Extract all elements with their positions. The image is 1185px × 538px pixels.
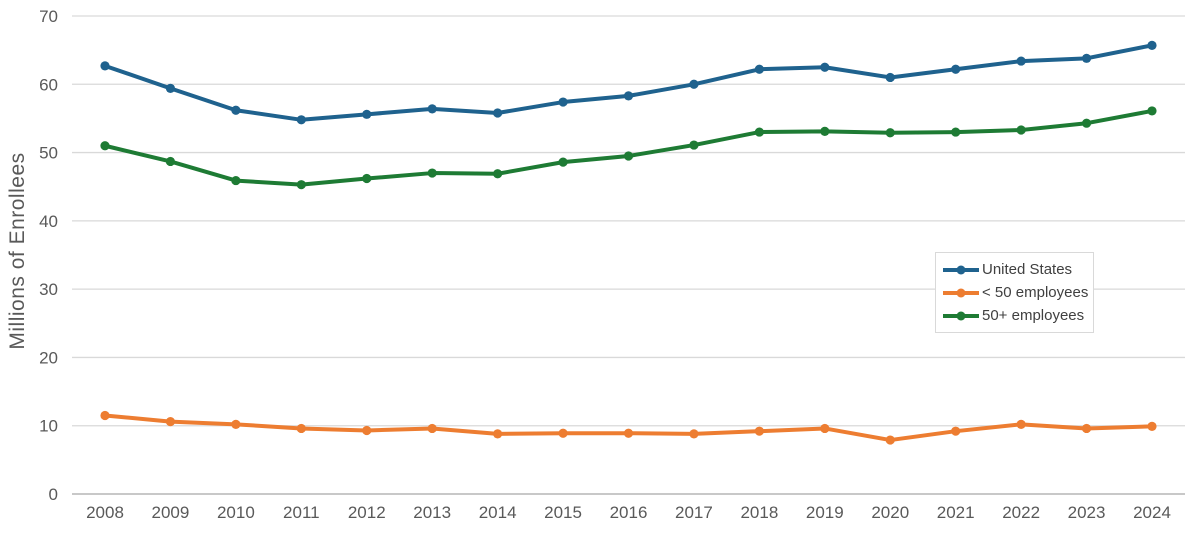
- data-point[interactable]: [754, 426, 764, 436]
- legend-item-50-plus-employees[interactable]: 50+ employees: [942, 304, 1085, 327]
- legend-item-lt-50-employees[interactable]: < 50 employees: [942, 281, 1089, 304]
- legend-line-marker-icon: [943, 288, 979, 297]
- data-point[interactable]: [493, 169, 503, 179]
- data-point[interactable]: [558, 157, 568, 167]
- data-point[interactable]: [885, 435, 895, 445]
- legend: United States < 50 employees 50+ employe…: [935, 252, 1094, 333]
- data-point[interactable]: [1081, 118, 1092, 128]
- y-tick-label: 20: [39, 348, 58, 367]
- x-tick-label: 2020: [871, 503, 909, 522]
- x-tick-label: 2019: [806, 503, 844, 522]
- legend-line-marker-icon: [943, 265, 979, 274]
- data-point[interactable]: [1016, 125, 1026, 135]
- data-point[interactable]: [231, 175, 241, 186]
- data-point[interactable]: [1147, 40, 1157, 50]
- x-tick-label: 2012: [348, 503, 386, 522]
- legend-item-united-states[interactable]: United States: [942, 258, 1085, 281]
- data-point[interactable]: [100, 141, 110, 151]
- data-point[interactable]: [100, 410, 110, 421]
- legend-label: < 50 employees: [982, 284, 1089, 301]
- x-tick-label: 2023: [1068, 503, 1106, 522]
- data-point[interactable]: [623, 428, 634, 438]
- data-point[interactable]: [885, 128, 895, 138]
- data-point[interactable]: [1081, 53, 1092, 63]
- data-point[interactable]: [689, 140, 699, 150]
- data-point[interactable]: [820, 126, 830, 137]
- data-point[interactable]: [1016, 419, 1026, 429]
- y-tick-label: 70: [39, 7, 58, 26]
- data-point[interactable]: [951, 127, 961, 137]
- data-point[interactable]: [165, 83, 176, 93]
- data-point[interactable]: [754, 127, 764, 137]
- data-point[interactable]: [1081, 423, 1092, 434]
- x-tick-label: 2022: [1002, 503, 1040, 522]
- data-point[interactable]: [951, 426, 961, 436]
- y-tick-label: 50: [39, 144, 58, 163]
- x-tick-label: 2013: [413, 503, 451, 522]
- x-tick-label: 2010: [217, 503, 255, 522]
- data-point[interactable]: [231, 105, 241, 115]
- x-tick-label: 2018: [740, 503, 778, 522]
- x-tick-label: 2024: [1133, 503, 1171, 522]
- legend-line-marker-icon: [943, 311, 979, 320]
- data-point[interactable]: [623, 91, 634, 101]
- data-point[interactable]: [1016, 56, 1026, 66]
- data-point[interactable]: [362, 425, 372, 436]
- data-point[interactable]: [820, 423, 830, 434]
- data-point[interactable]: [623, 151, 634, 161]
- data-point[interactable]: [165, 156, 176, 167]
- data-point[interactable]: [558, 428, 568, 438]
- data-point[interactable]: [689, 79, 699, 89]
- x-tick-label: 2009: [152, 503, 190, 522]
- y-tick-label: 60: [39, 75, 58, 94]
- data-point[interactable]: [885, 72, 895, 83]
- data-point[interactable]: [493, 108, 503, 118]
- legend-label: 50+ employees: [982, 307, 1085, 324]
- y-axis-title: Millions of Enrollees: [6, 152, 29, 350]
- data-point[interactable]: [754, 64, 764, 74]
- data-point[interactable]: [1147, 421, 1157, 431]
- data-point[interactable]: [165, 417, 176, 427]
- series-line-0: [103, 43, 1154, 122]
- y-tick-label: 10: [39, 417, 58, 436]
- x-tick-label: 2017: [675, 503, 713, 522]
- y-tick-label: 30: [39, 280, 58, 299]
- data-point[interactable]: [231, 419, 241, 429]
- data-point[interactable]: [427, 423, 437, 434]
- data-point[interactable]: [100, 61, 110, 71]
- data-point[interactable]: [362, 173, 372, 184]
- x-tick-label: 2008: [86, 503, 124, 522]
- data-point[interactable]: [296, 115, 306, 125]
- series-line-2: [103, 108, 1154, 187]
- data-point[interactable]: [427, 104, 437, 114]
- data-point[interactable]: [427, 168, 437, 178]
- x-tick-label: 2016: [610, 503, 648, 522]
- data-point[interactable]: [1147, 106, 1157, 116]
- y-tick-label: 0: [49, 485, 58, 504]
- x-tick-label: 2011: [283, 503, 320, 522]
- data-point[interactable]: [296, 180, 306, 190]
- data-point[interactable]: [362, 109, 372, 119]
- data-point[interactable]: [951, 64, 961, 74]
- x-tick-label: 2014: [479, 503, 517, 522]
- legend-label: United States: [982, 261, 1073, 278]
- x-tick-label: 2021: [937, 503, 975, 522]
- data-point[interactable]: [493, 429, 503, 439]
- data-point[interactable]: [558, 97, 568, 107]
- data-point[interactable]: [689, 429, 699, 439]
- y-tick-label: 40: [39, 212, 58, 231]
- x-tick-label: 2015: [544, 503, 582, 522]
- data-point[interactable]: [296, 423, 306, 434]
- data-point[interactable]: [820, 62, 830, 72]
